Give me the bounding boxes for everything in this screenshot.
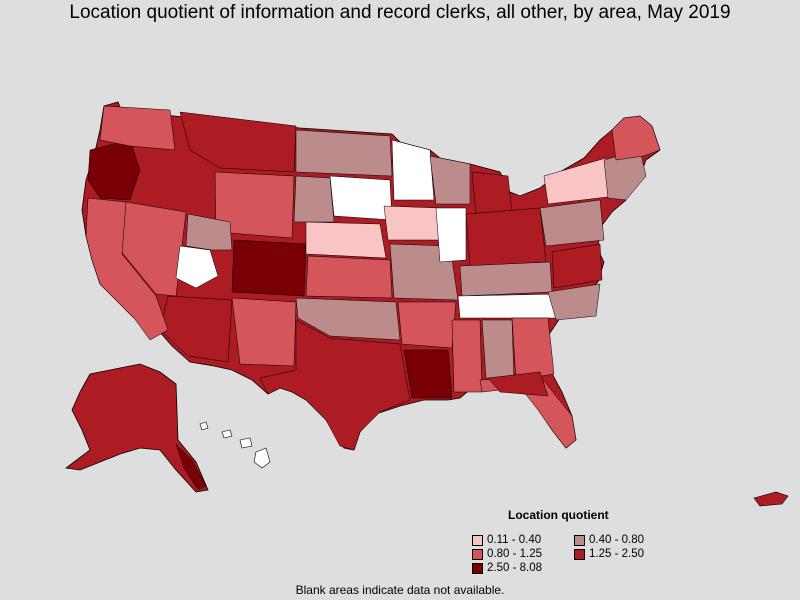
hawaii xyxy=(199,421,271,469)
map-title: Location quotient of information and rec… xyxy=(69,2,731,23)
legend-item-3: 0.80 - 1.25 xyxy=(472,548,542,560)
region-indiana-ohio xyxy=(465,207,547,267)
region-utah xyxy=(185,213,233,251)
region-tennessee xyxy=(457,293,561,319)
region-alabama xyxy=(481,319,515,381)
region-california xyxy=(85,197,169,341)
legend-swatch-4 xyxy=(574,548,585,560)
region-arkansas xyxy=(397,301,457,349)
alaska-peninsula xyxy=(175,443,207,491)
alaska xyxy=(64,363,209,493)
legend-label-5: 2.50 - 8.08 xyxy=(487,562,542,574)
region-north-dakota xyxy=(295,129,393,177)
region-florida xyxy=(479,375,577,449)
region-minnesota-blank xyxy=(391,139,435,201)
region-illinois-blank xyxy=(435,207,467,263)
region-colorado xyxy=(231,239,307,297)
region-kentucky xyxy=(459,261,553,297)
alaska-shape xyxy=(64,363,209,493)
region-washington xyxy=(99,105,176,151)
legend-swatch-1 xyxy=(472,534,483,546)
legend-swatch-2 xyxy=(574,534,585,546)
region-oklahoma xyxy=(295,297,401,341)
puerto-rico xyxy=(753,491,789,507)
region-georgia xyxy=(511,317,555,381)
hawaii-island-2 xyxy=(221,429,233,439)
legend-item-5: 2.50 - 8.08 xyxy=(472,562,542,574)
region-new-mexico xyxy=(231,297,297,367)
region-mississippi xyxy=(451,319,483,393)
region-michigan xyxy=(471,171,513,215)
legend-label-4: 1.25 - 2.50 xyxy=(589,548,644,560)
legend-item-1: 0.11 - 0.40 xyxy=(472,534,541,546)
region-texas xyxy=(259,319,411,451)
data-availability-note: Blank areas indicate data not available. xyxy=(295,583,505,597)
region-florida-panhandle xyxy=(487,371,549,397)
region-wisconsin xyxy=(429,155,471,205)
hawaii-island-3 xyxy=(239,437,253,449)
legend-item-4: 1.25 - 2.50 xyxy=(574,548,644,560)
region-oregon-coast xyxy=(87,139,141,201)
hawaii-island-1 xyxy=(199,421,209,431)
region-kansas xyxy=(305,255,393,299)
region-louisiana xyxy=(403,349,453,399)
legend-swatch-3 xyxy=(472,548,483,560)
legend-title: Location quotient xyxy=(508,508,609,522)
region-iowa xyxy=(383,205,443,241)
region-south-dakota xyxy=(293,175,335,223)
legend-label-3: 0.80 - 1.25 xyxy=(487,548,542,560)
legend-swatch-5 xyxy=(472,562,483,574)
legend-item-2: 0.40 - 0.80 xyxy=(574,534,644,546)
region-carolinas xyxy=(547,283,601,321)
region-nebraska xyxy=(305,221,387,259)
region-virginia xyxy=(551,243,603,289)
region-south-dakota-blank xyxy=(329,175,393,221)
region-utah-blank xyxy=(175,245,219,289)
region-arizona xyxy=(159,295,233,363)
legend-label-2: 0.40 - 0.80 xyxy=(589,534,644,546)
region-montana xyxy=(179,111,297,173)
region-shading xyxy=(85,105,661,451)
hawaii-island-4 xyxy=(253,447,271,469)
region-pennsylvania xyxy=(539,199,605,247)
region-maine xyxy=(611,115,661,161)
legend-label-1: 0.11 - 0.40 xyxy=(487,534,542,546)
region-wyoming xyxy=(214,171,295,239)
